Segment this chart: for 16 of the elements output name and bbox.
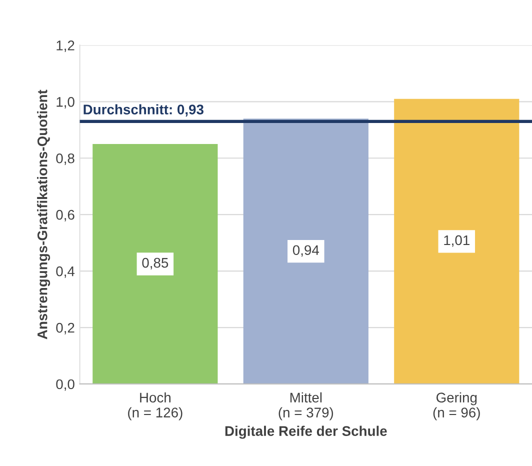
x-tick-label: Mittel (n = 379) bbox=[278, 392, 334, 420]
y-tick-label: 1,0 bbox=[56, 97, 74, 108]
data-label: 0,85 bbox=[142, 258, 168, 270]
y-tick-label: 0,4 bbox=[56, 266, 75, 278]
y-tick-label: 0,8 bbox=[56, 153, 74, 165]
y-tick-label: 0,6 bbox=[56, 210, 74, 222]
y-tick-label: 0,2 bbox=[56, 322, 74, 334]
y-axis-title: Anstrengungs-Gratifikations-Quotient bbox=[37, 90, 50, 340]
y-tick-label: 0,0 bbox=[56, 379, 74, 391]
data-label: 0,94 bbox=[292, 245, 320, 257]
y-tick-label: 1,2 bbox=[56, 40, 74, 52]
x-axis-title: Digitale Reife der Schule bbox=[225, 426, 387, 439]
ref-line-label: Durchschnitt: 0,93 bbox=[84, 104, 204, 116]
data-label: 1,01 bbox=[444, 235, 470, 247]
x-tick-label: Hoch (n = 126) bbox=[128, 392, 182, 420]
x-tick-label: Gering (n = 96) bbox=[433, 392, 480, 420]
